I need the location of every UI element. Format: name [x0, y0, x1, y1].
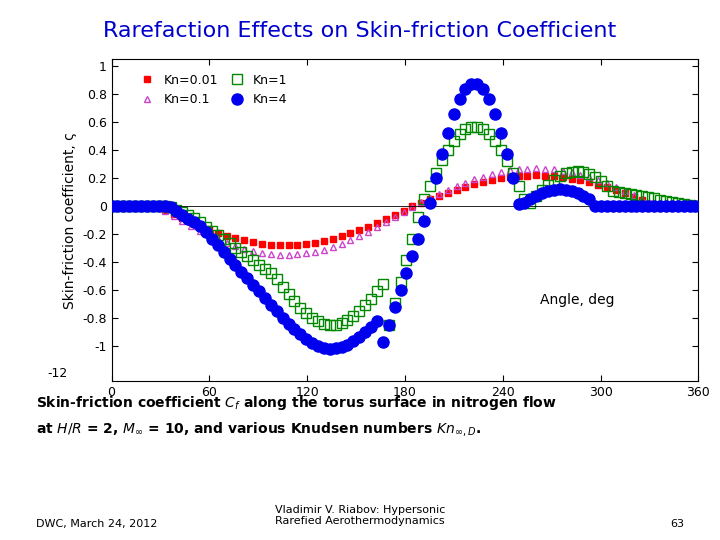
- Text: at $\it{H/R}$ = 2, $\it{M}_\infty$ = 10, and various Knudsen numbers $\it{Kn}_{\: at $\it{H/R}$ = 2, $\it{M}_\infty$ = 10,…: [36, 420, 481, 438]
- Y-axis label: Skin-friction coefficient, ς: Skin-friction coefficient, ς: [63, 131, 77, 309]
- Text: Angle, deg: Angle, deg: [540, 293, 614, 307]
- Text: Skin-friction coefficient $\it{C}_f$ along the torus surface in nitrogen flow: Skin-friction coefficient $\it{C}_f$ alo…: [36, 394, 557, 412]
- Text: -12: -12: [48, 367, 68, 380]
- Text: 63: 63: [670, 519, 684, 529]
- Text: Vladimir V. Riabov: Hypersonic
Rarefied Aerothermodynamics: Vladimir V. Riabov: Hypersonic Rarefied …: [275, 505, 445, 526]
- Text: DWC, March 24, 2012: DWC, March 24, 2012: [36, 519, 158, 529]
- Legend: Kn=0.01, Kn=0.1, Kn=1, Kn=4: Kn=0.01, Kn=0.1, Kn=1, Kn=4: [130, 69, 292, 111]
- Text: Rarefaction Effects on Skin-friction Coefficient: Rarefaction Effects on Skin-friction Coe…: [104, 21, 616, 40]
